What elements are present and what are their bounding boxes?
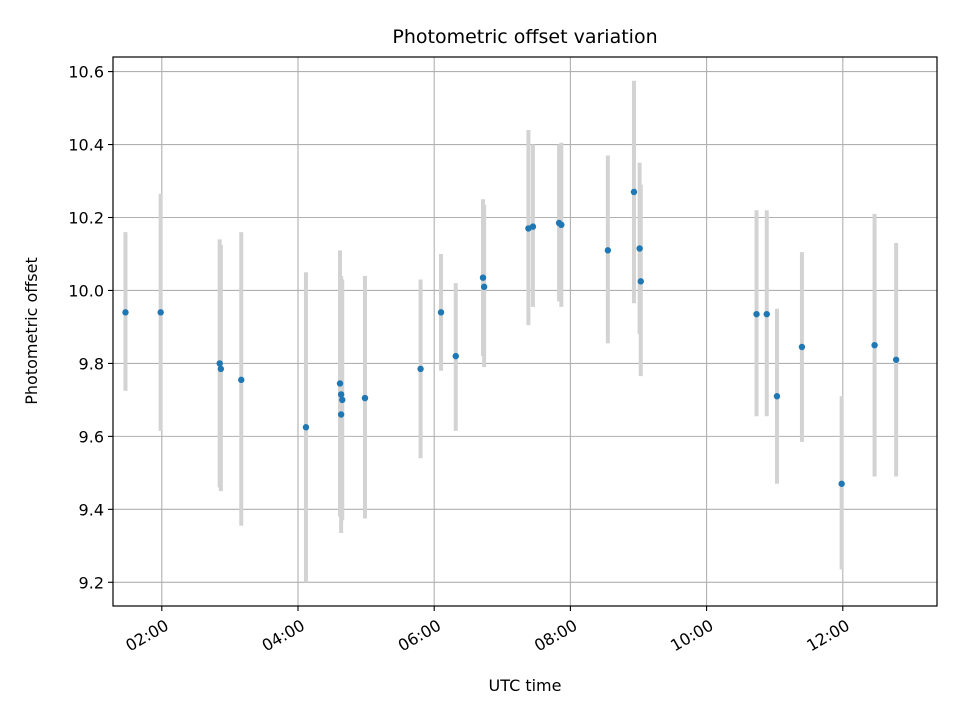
data-point xyxy=(892,356,900,363)
y-tick-label: 10.0 xyxy=(68,281,104,300)
data-point xyxy=(480,283,488,291)
data-point xyxy=(336,380,344,387)
data-point xyxy=(636,245,643,252)
y-tick-label: 9.2 xyxy=(79,573,104,592)
data-point xyxy=(798,343,806,351)
y-tick-label: 9.4 xyxy=(79,500,104,519)
y-tick-label: 10.2 xyxy=(68,209,104,228)
data-point xyxy=(302,424,310,431)
y-tick-label: 10.6 xyxy=(68,63,104,82)
data-point xyxy=(630,188,638,196)
data-point xyxy=(529,223,537,230)
y-tick-label: 10.4 xyxy=(68,136,104,155)
data-point xyxy=(216,360,223,367)
data-point xyxy=(437,309,445,316)
data-point xyxy=(337,411,345,418)
data-point xyxy=(479,274,487,281)
data-points xyxy=(122,188,900,487)
data-point xyxy=(763,310,770,318)
plot-frame xyxy=(112,56,938,607)
y-axis-label: Photometric offset xyxy=(22,257,41,405)
data-point xyxy=(637,278,644,285)
data-point xyxy=(361,394,369,402)
x-axis-label: UTC time xyxy=(489,676,562,695)
data-point xyxy=(838,480,845,487)
data-point xyxy=(122,309,129,316)
data-point xyxy=(604,247,612,254)
data-point xyxy=(217,365,225,373)
data-point xyxy=(339,396,346,404)
data-point xyxy=(773,393,781,400)
data-point xyxy=(337,391,345,398)
data-point xyxy=(558,221,565,229)
data-point xyxy=(753,310,760,318)
grid xyxy=(113,57,937,606)
data-point xyxy=(452,352,459,360)
chart-title: Photometric offset variation xyxy=(392,26,657,48)
data-point xyxy=(157,309,164,316)
data-point xyxy=(238,376,245,384)
data-point xyxy=(417,365,424,373)
y-tick-label: 9.6 xyxy=(79,427,104,446)
y-axis: 9.2 9.4 9.6 9.8 10.0 10.2 10.4 10.6 xyxy=(68,63,113,592)
y-tick-label: 9.8 xyxy=(79,354,104,373)
data-point xyxy=(871,341,878,349)
